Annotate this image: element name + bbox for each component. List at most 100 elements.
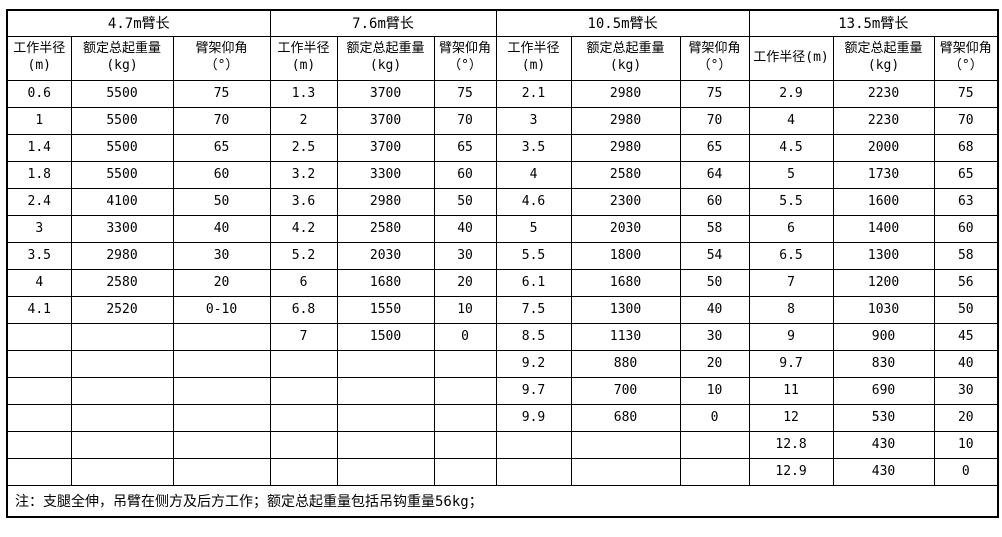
radius-cell: 9.9 bbox=[495, 403, 572, 432]
angle-cell: 40 bbox=[933, 349, 999, 378]
radius-cell: 2.5 bbox=[269, 133, 338, 162]
radius-cell: 4 bbox=[495, 160, 572, 189]
radius-header-unit: (m) bbox=[521, 58, 546, 73]
weight-cell: 1500 bbox=[336, 322, 435, 351]
weight-cell: 1300 bbox=[832, 241, 935, 270]
note-row: 注：支腿全伸，吊臂在侧方及后方工作；额定总起重量包括吊钩重量56kg； bbox=[6, 484, 999, 518]
angle-cell: 58 bbox=[679, 214, 750, 243]
angle-cell: 45 bbox=[933, 322, 999, 351]
load-chart-table: 4.7m臂长 7.6m臂长 10.5m臂长 13.5m臂长 工作半径 (m) 额… bbox=[6, 9, 1000, 518]
radius-cell: 1 bbox=[6, 106, 72, 135]
angle-cell bbox=[433, 376, 497, 405]
angle-cell: 65 bbox=[433, 133, 497, 162]
weight-cell: 1600 bbox=[832, 187, 935, 216]
radius-cell: 3.2 bbox=[269, 160, 338, 189]
angle-header-unit: （°） bbox=[204, 58, 239, 73]
radius-cell: 12.8 bbox=[748, 430, 834, 459]
weight-header-label: 额定总起重量 bbox=[844, 41, 923, 57]
angle-cell bbox=[172, 403, 271, 432]
weight-cell: 2030 bbox=[570, 214, 681, 243]
angle-cell: 60 bbox=[679, 187, 750, 216]
angle-cell bbox=[172, 349, 271, 378]
angle-cell bbox=[433, 403, 497, 432]
table-note: 注：支腿全伸，吊臂在侧方及后方工作；额定总起重量包括吊钩重量56kg； bbox=[6, 484, 999, 518]
table-row: 1.8 5500 60 3.2 3300 60 4 2580 64 5 1730 65 bbox=[6, 160, 999, 189]
radius-cell bbox=[269, 457, 338, 486]
weight-cell: 2580 bbox=[70, 268, 174, 297]
weight-cell: 2000 bbox=[832, 133, 935, 162]
angle-cell bbox=[433, 457, 497, 486]
weight-cell: 1730 bbox=[832, 160, 935, 189]
radius-header-unit: (m) bbox=[27, 58, 51, 73]
angle-cell: 75 bbox=[172, 79, 271, 108]
weight-cell: 700 bbox=[570, 376, 681, 405]
angle-cell: 50 bbox=[433, 187, 497, 216]
angle-header-unit: （°） bbox=[697, 58, 732, 73]
weight-cell: 530 bbox=[832, 403, 935, 432]
angle-cell: 70 bbox=[679, 106, 750, 135]
weight-cell: 1800 bbox=[570, 241, 681, 270]
angle-cell: 58 bbox=[933, 241, 999, 270]
angle-header-label: 臂架仰角 bbox=[195, 41, 248, 57]
radius-header-g4: 工作半径(m) bbox=[748, 35, 834, 81]
weight-header-unit: (kg) bbox=[609, 58, 642, 73]
angle-cell: 56 bbox=[933, 268, 999, 297]
angle-cell: 0 bbox=[933, 457, 999, 486]
angle-cell: 40 bbox=[679, 295, 750, 324]
weight-cell bbox=[70, 376, 174, 405]
radius-cell: 5 bbox=[495, 214, 572, 243]
radius-cell: 2 bbox=[269, 106, 338, 135]
angle-cell bbox=[679, 457, 750, 486]
weight-cell: 2980 bbox=[336, 187, 435, 216]
angle-cell: 30 bbox=[933, 376, 999, 405]
weight-cell: 2980 bbox=[570, 133, 681, 162]
weight-header-unit: (kg) bbox=[106, 58, 138, 73]
angle-cell: 20 bbox=[933, 403, 999, 432]
radius-cell: 4.5 bbox=[748, 133, 834, 162]
angle-header-g1: 臂架仰角 （°） bbox=[172, 35, 271, 81]
weight-header-unit: (kg) bbox=[867, 58, 900, 73]
weight-header-g2: 额定总起重量 (kg) bbox=[336, 35, 435, 81]
radius-cell: 6 bbox=[269, 268, 338, 297]
radius-cell bbox=[269, 376, 338, 405]
weight-cell: 2980 bbox=[570, 79, 681, 108]
radius-header-label: 工作半径(m) bbox=[753, 49, 829, 65]
weight-cell: 2030 bbox=[336, 241, 435, 270]
angle-cell: 64 bbox=[679, 160, 750, 189]
weight-cell: 1550 bbox=[336, 295, 435, 324]
radius-cell: 6.1 bbox=[495, 268, 572, 297]
group-title-10-5m: 10.5m臂长 bbox=[495, 9, 750, 37]
weight-header-g1: 额定总起重量 (kg) bbox=[70, 35, 174, 81]
weight-cell: 2230 bbox=[832, 106, 935, 135]
angle-header-label: 臂架仰角 bbox=[939, 41, 992, 57]
angle-cell: 50 bbox=[679, 268, 750, 297]
radius-cell: 5.5 bbox=[495, 241, 572, 270]
table-row: 1.4 5500 65 2.5 3700 65 3.5 2980 65 4.5 2000 68 bbox=[6, 133, 999, 162]
table-row: 1 5500 70 2 3700 70 3 2980 70 4 2230 70 bbox=[6, 106, 999, 135]
radius-cell bbox=[269, 349, 338, 378]
radius-cell: 5 bbox=[748, 160, 834, 189]
radius-header-label: 工作半径 bbox=[13, 41, 66, 57]
weight-cell: 430 bbox=[832, 430, 935, 459]
weight-cell: 900 bbox=[832, 322, 935, 351]
radius-cell: 3.6 bbox=[269, 187, 338, 216]
weight-cell: 1200 bbox=[832, 268, 935, 297]
weight-cell: 830 bbox=[832, 349, 935, 378]
radius-cell: 11 bbox=[748, 376, 834, 405]
radius-cell: 9 bbox=[748, 322, 834, 351]
angle-cell: 20 bbox=[679, 349, 750, 378]
weight-cell bbox=[70, 322, 174, 351]
angle-cell bbox=[172, 376, 271, 405]
radius-cell bbox=[269, 430, 338, 459]
group-title-row: 4.7m臂长 7.6m臂长 10.5m臂长 13.5m臂长 bbox=[6, 9, 999, 37]
weight-cell: 680 bbox=[570, 403, 681, 432]
radius-cell: 3 bbox=[495, 106, 572, 135]
angle-cell: 63 bbox=[933, 187, 999, 216]
radius-cell bbox=[269, 403, 338, 432]
angle-cell: 60 bbox=[433, 160, 497, 189]
radius-cell: 2.9 bbox=[748, 79, 834, 108]
radius-cell bbox=[6, 349, 72, 378]
radius-header-g2: 工作半径 (m) bbox=[269, 35, 338, 81]
angle-header-g2: 臂架仰角 （°） bbox=[433, 35, 497, 81]
weight-cell: 1400 bbox=[832, 214, 935, 243]
